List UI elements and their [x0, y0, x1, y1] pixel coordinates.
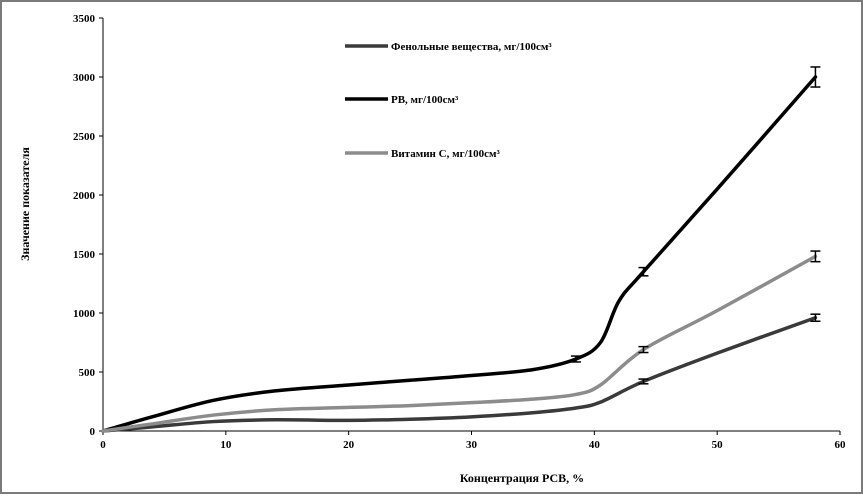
- y-tick-label: 1500: [73, 249, 96, 261]
- error-bar: [570, 355, 581, 363]
- y-tick-label: 0: [90, 426, 96, 438]
- y-tick-label: 2500: [73, 131, 96, 143]
- y-tick-label: 2000: [73, 190, 96, 202]
- y-tick-label: 3500: [73, 13, 96, 25]
- y-axis-title: Значение показателя: [18, 147, 32, 261]
- error-bar: [810, 250, 821, 263]
- y-tick-labels: 0 500 1000 1500 2000 2500 3000 3500: [73, 13, 96, 438]
- x-tick-label: 50: [712, 439, 724, 451]
- series-line-3: [101, 254, 818, 433]
- x-axis-title: Концентрация РСВ, %: [460, 471, 584, 485]
- error-bar: [810, 66, 821, 88]
- legend: Фенольные вещества, мг/100см³ РВ, мг/100с…: [345, 41, 552, 160]
- legend-label-2: РВ, мг/100см³: [391, 94, 459, 106]
- error-bar: [638, 266, 649, 277]
- series-line-1: [101, 315, 818, 433]
- x-tick-label: 20: [343, 439, 355, 451]
- error-bar: [638, 378, 649, 385]
- error-bar: [810, 313, 821, 323]
- y-tick-label: 500: [79, 367, 96, 379]
- series-line-2: [101, 75, 818, 433]
- x-tick-label: 60: [835, 439, 847, 451]
- x-tick-label: 0: [100, 439, 106, 451]
- legend-label-3: Витамин С, мг/100см³: [391, 148, 500, 160]
- legend-label-1: Фенольные вещества, мг/100см³: [391, 41, 552, 53]
- x-tick-label: 10: [220, 439, 232, 451]
- x-tick-labels: 0 10 20 30 40 50 60: [100, 439, 846, 451]
- error-bar: [638, 345, 649, 354]
- y-tick-label: 3000: [73, 72, 96, 84]
- x-tick-label: 30: [466, 439, 478, 451]
- axes: [99, 17, 841, 435]
- x-tick-label: 40: [589, 439, 601, 451]
- series-group: [101, 66, 821, 433]
- y-tick-label: 1000: [73, 308, 96, 320]
